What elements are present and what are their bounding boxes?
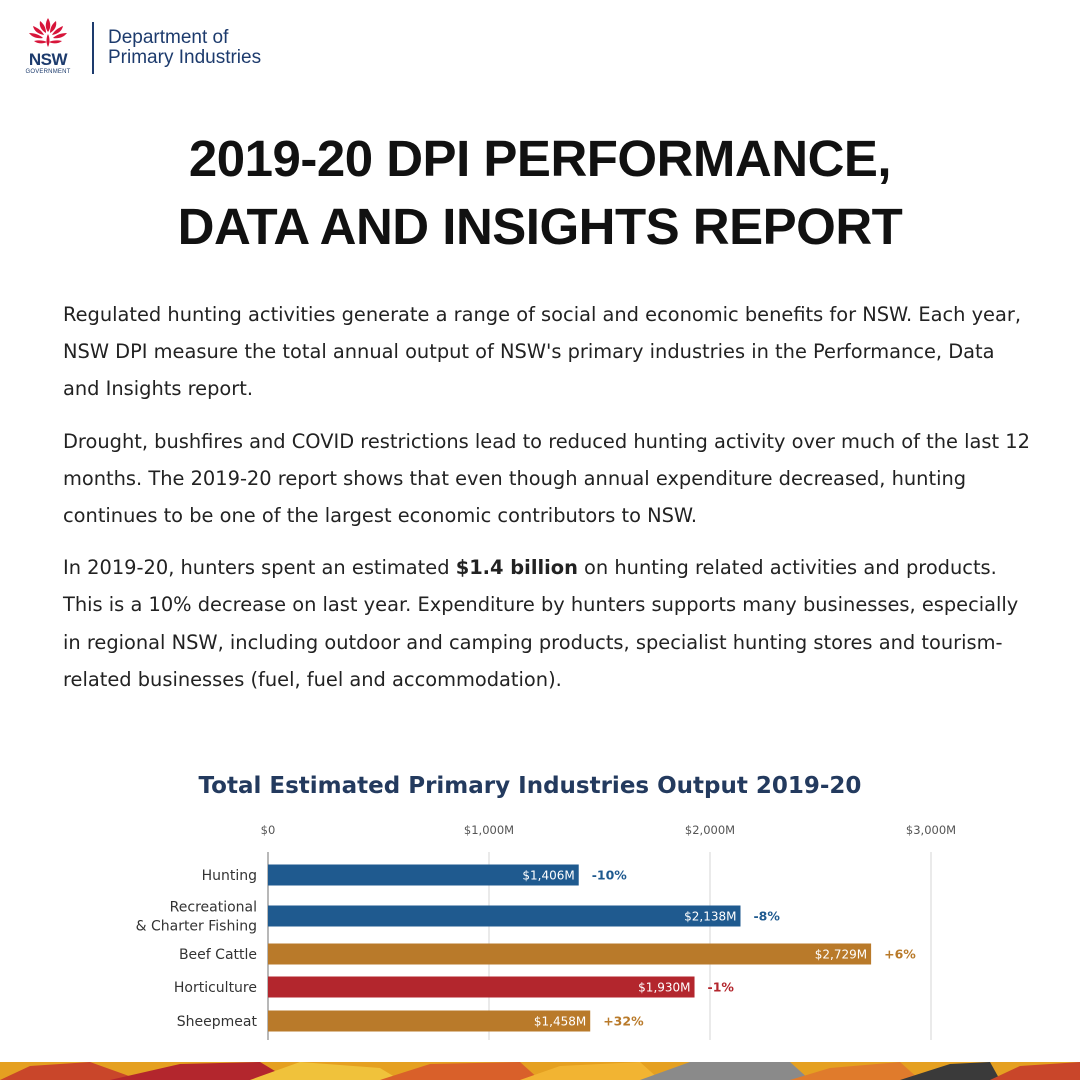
bar xyxy=(268,864,579,886)
bar-value-label: $2,138M xyxy=(684,910,736,924)
bar-value-label: $1,406M xyxy=(522,869,574,883)
page-title: 2019-20 DPI PERFORMANCE, DATA AND INSIGH… xyxy=(0,125,1080,261)
title-line-2: DATA AND INSIGHTS REPORT xyxy=(177,198,903,255)
change-label: +6% xyxy=(884,947,916,962)
paragraph-3-rest: on hunting related activities and produc… xyxy=(63,556,1019,691)
paragraph-2: Drought, bushfires and COVID restriction… xyxy=(63,429,1030,528)
bar xyxy=(268,976,695,998)
output-chart: Total Estimated Primary Industries Outpu… xyxy=(0,760,1080,1060)
bar-value-label: $2,729M xyxy=(815,948,867,962)
nsw-government-logo[interactable]: NSW GOVERNMENT xyxy=(20,16,84,80)
header: NSW GOVERNMENT Department of Primary Ind… xyxy=(20,16,261,80)
bar xyxy=(268,1010,591,1032)
government-logo-text: GOVERNMENT xyxy=(25,69,71,75)
bar xyxy=(268,905,741,927)
dept-line-1: Department of xyxy=(108,27,229,48)
change-label: +32% xyxy=(603,1014,644,1029)
paragraph-1: Regulated hunting activities generate a … xyxy=(63,303,1021,401)
highlight-amount: $1.4 billion xyxy=(455,556,578,580)
paragraph-3: In 2019-20, hunters spent an estimated $… xyxy=(63,549,1031,698)
dept-line-2: Primary Industries xyxy=(108,47,262,68)
x-tick-label: $2,000M xyxy=(685,823,735,837)
x-tick-label: $1,000M xyxy=(464,823,514,837)
category-label: Hunting xyxy=(202,868,257,884)
title-line-1: 2019-20 DPI PERFORMANCE, xyxy=(188,130,892,187)
bar xyxy=(268,943,872,965)
category-label: Sheepmeat xyxy=(177,1014,258,1030)
bar-value-label: $1,458M xyxy=(534,1015,586,1029)
bar-chart-svg: Total Estimated Primary Industries Outpu… xyxy=(136,773,956,1040)
nsw-logo-text: NSW xyxy=(28,50,68,69)
change-label: -10% xyxy=(592,868,628,883)
paragraph-3-intro: In 2019-20, hunters spent an estimated xyxy=(63,556,456,580)
chart-title: Total Estimated Primary Industries Outpu… xyxy=(199,773,862,799)
x-tick-label: $0 xyxy=(261,823,276,837)
category-label: Beef Cattle xyxy=(179,947,257,963)
department-name: Department of Primary Industries xyxy=(108,28,261,68)
waratah-icon xyxy=(29,18,67,47)
category-label: & Charter Fishing xyxy=(136,919,257,935)
bar-value-label: $1,930M xyxy=(638,981,690,995)
category-label: Horticulture xyxy=(174,980,257,996)
body-text: Regulated hunting activities generate a … xyxy=(63,296,1031,713)
change-label: -1% xyxy=(708,980,735,995)
decorative-stripe xyxy=(0,1062,1080,1080)
category-label: Recreational xyxy=(170,900,257,916)
x-tick-label: $3,000M xyxy=(906,823,956,837)
change-label: -8% xyxy=(753,909,780,924)
header-divider xyxy=(92,22,94,74)
